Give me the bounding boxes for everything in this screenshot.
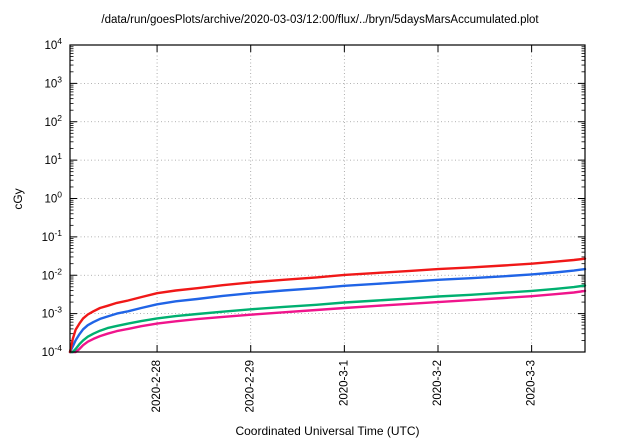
plot-border (69, 44, 586, 353)
series-line-red (68, 257, 587, 354)
y-tick-label: 10-3 (42, 305, 63, 321)
y-tick-label: 10-2 (42, 266, 63, 282)
x-tick-label: 2020-3-1 (338, 360, 350, 406)
y-tick-label: 10-1 (42, 228, 63, 244)
series-line-green (68, 284, 587, 354)
y-tick-label: 101 (44, 151, 62, 167)
x-axis-label: Coordinated Universal Time (UTC) (235, 424, 420, 438)
chart-title: /data/run/goesPlots/archive/2020-03-03/1… (101, 14, 539, 26)
y-tick-label: 103 (44, 74, 62, 90)
y-tick-label: 102 (44, 113, 62, 129)
x-tick-label: 2020-3-2 (432, 360, 444, 406)
x-tick-label: 2020-2-29 (245, 360, 257, 412)
y-tick-label: 10-4 (42, 343, 63, 359)
series-line-blue (68, 267, 587, 354)
x-tick-label: 2020-2-28 (151, 360, 163, 412)
series-line-magenta (68, 289, 587, 354)
x-tick-label: 2020-3-3 (526, 360, 538, 406)
y-tick-label: 104 (44, 36, 62, 52)
y-tick-label: 100 (44, 190, 62, 206)
